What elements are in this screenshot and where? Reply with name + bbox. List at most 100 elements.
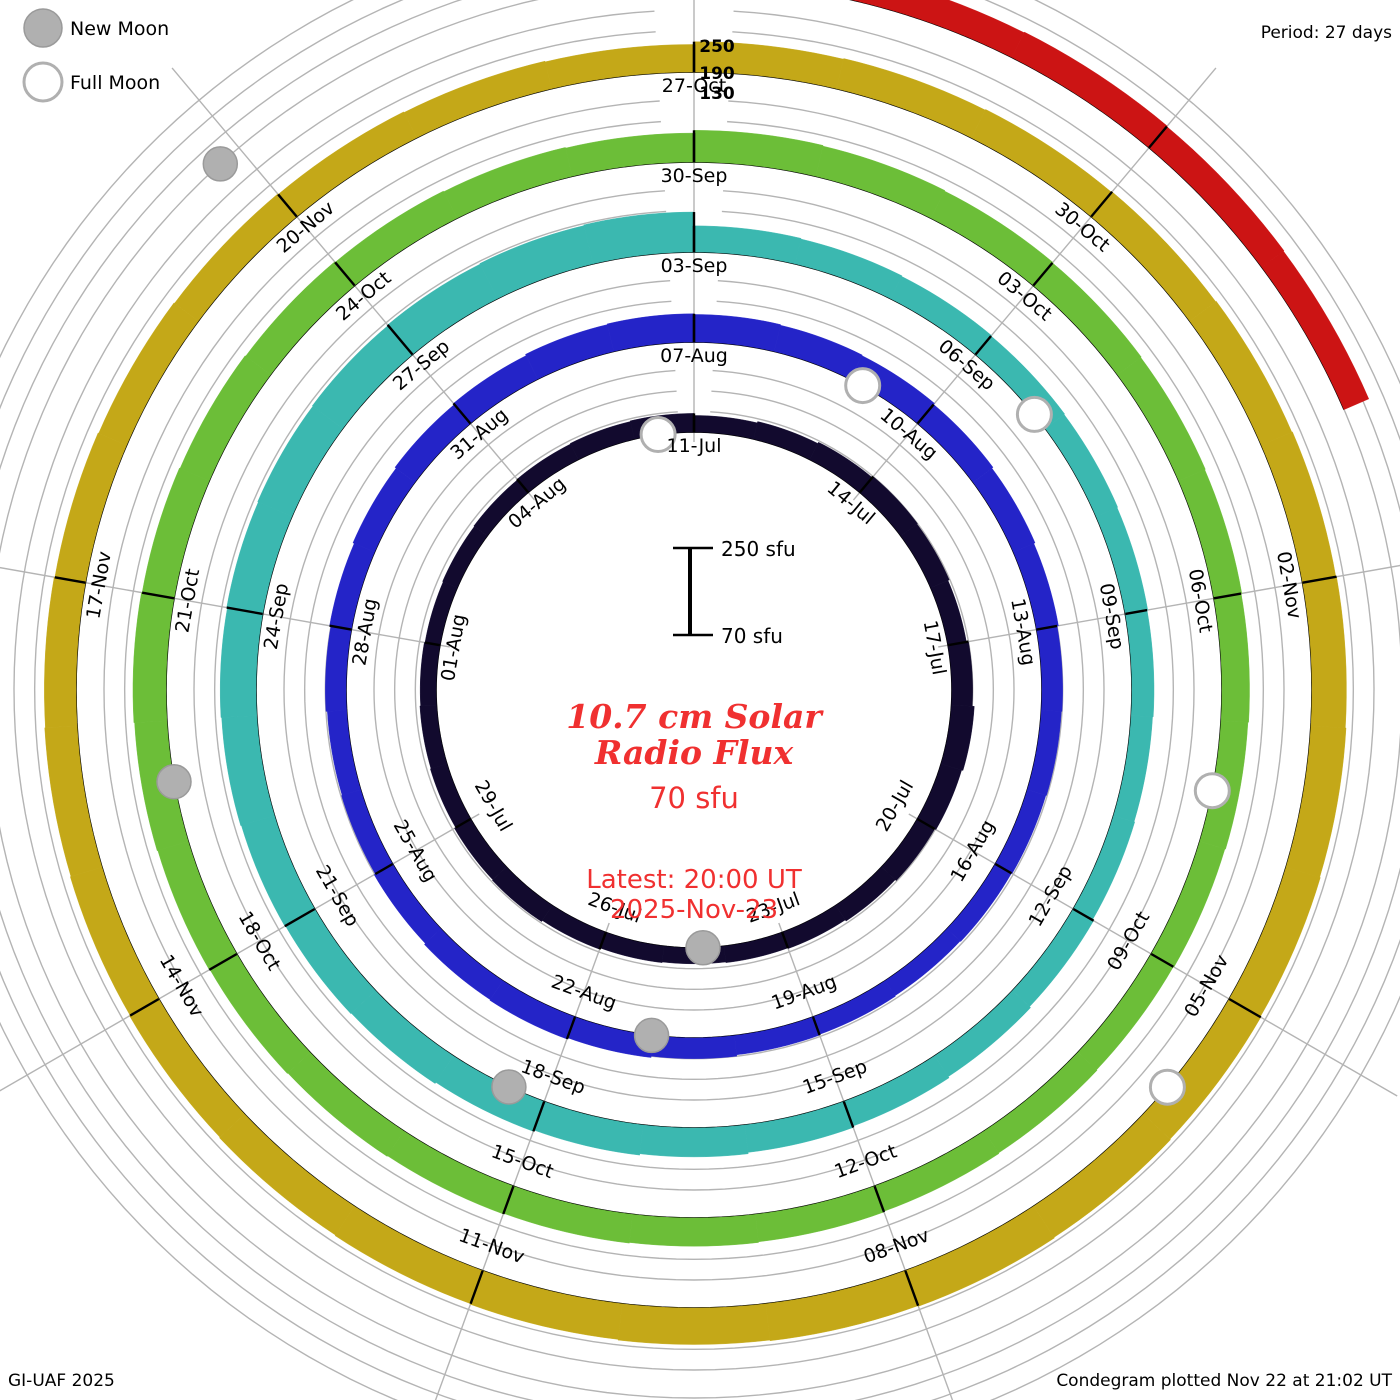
full-moon-marker: [1148, 1068, 1186, 1106]
ring-day-tick: [208, 952, 238, 971]
ring-day-tick: [598, 932, 607, 950]
flux-bar: [1148, 126, 1285, 268]
ring-day-tick: [1125, 608, 1148, 616]
flux-bar: [874, 1130, 1000, 1212]
flux-bar: [503, 1185, 633, 1244]
flux-bar: [1033, 262, 1142, 375]
ring-day-tick: [1036, 624, 1058, 631]
flux-bar: [129, 998, 245, 1138]
full-moon-icon: [22, 61, 64, 103]
page-title-line1: 10.7 cm Solar: [566, 697, 824, 736]
ring-day-tick: [916, 403, 935, 425]
ring-day-tick: [532, 1101, 546, 1132]
ring-day-tick: [386, 324, 414, 356]
flux-bar: [479, 225, 594, 299]
ring-day-tick: [502, 1185, 515, 1215]
flux-bar: [334, 190, 458, 286]
ring-day-tick: [334, 261, 356, 287]
grid-arc: [213, 210, 1175, 1171]
ring-day-tick: [226, 606, 263, 616]
flux-bar: [765, 1270, 919, 1341]
legend: New Moon Full Moon: [22, 8, 169, 103]
grid-arc: [13, 10, 1375, 1371]
flux-bar: [629, 1214, 759, 1247]
ring-day-tick: [858, 475, 875, 494]
grid-arc: [373, 369, 1015, 1011]
new-moon-marker: [633, 1017, 670, 1054]
flux-bar: [489, 980, 576, 1040]
moon-phase-markers-layer: [156, 146, 1231, 1106]
flux-bar: [583, 211, 695, 265]
new-moon-icon: [23, 8, 63, 48]
ring-day-tick: [1228, 997, 1262, 1019]
scale-label-190: 190: [699, 64, 735, 84]
ring-day-tick: [781, 932, 790, 949]
flux-bar: [70, 866, 160, 1016]
flux-bar: [44, 576, 86, 728]
flux-bar: [744, 1101, 854, 1153]
flux-bar: [403, 60, 552, 139]
ring-day-tick: [277, 193, 298, 218]
date-label: 03-Sep: [661, 255, 728, 277]
legend-label-full-moon: Full Moon: [70, 72, 160, 94]
flux-bar: [454, 818, 507, 881]
ring-day-tick: [1090, 191, 1113, 218]
ring-day-tick: [424, 641, 441, 647]
flux-bar: [857, 0, 1025, 58]
flux-bar: [141, 467, 210, 599]
spiral-ring-2nd: [325, 313, 1063, 1059]
ring-day-tick: [1150, 952, 1174, 968]
grid-arc: [193, 190, 1195, 1191]
flux-bar: [1011, 31, 1168, 148]
flux-bar: [327, 710, 361, 796]
date-label: 07-Aug: [660, 345, 728, 367]
grid-arc: [303, 300, 1085, 1081]
flux-bar: [836, 58, 986, 139]
flux-bar: [1213, 593, 1250, 723]
ring-day-tick: [452, 402, 472, 425]
ring-day-tick: [455, 817, 472, 829]
flux-bar: [219, 1113, 355, 1236]
full-moon-marker: [1193, 772, 1231, 810]
flux-bar: [905, 1206, 1055, 1307]
flux-bar: [995, 789, 1047, 874]
date-label: 27-Oct: [662, 75, 726, 97]
legend-label-new-moon: New Moon: [70, 18, 169, 40]
flux-bar: [884, 928, 961, 996]
period-label: Period: 27 days: [1261, 23, 1392, 43]
flux-bar: [1117, 357, 1206, 482]
ring-day-tick: [873, 1185, 886, 1213]
radial-scale-labels: 250 190 130: [699, 37, 735, 104]
flux-bar: [1013, 543, 1059, 630]
date-label: 11-Jul: [666, 435, 721, 457]
flux-bar: [946, 863, 1012, 942]
ring-day-tick: [1302, 575, 1337, 584]
ring-day-tick: [811, 1016, 821, 1036]
flux-bar: [277, 111, 417, 217]
grid-arc: [33, 31, 1355, 1351]
latest-time: Latest: 20:00 UT: [586, 865, 802, 895]
ring-day-tick: [129, 997, 160, 1017]
new-moon-marker: [202, 146, 239, 182]
flux-bar: [693, 314, 781, 352]
scalebar-top-label: 250 sfu: [721, 537, 796, 561]
ring-day-tick: [1072, 907, 1095, 922]
ring-day-tick: [329, 624, 352, 631]
ring-day-tick: [469, 1270, 484, 1305]
flux-bar: [723, 932, 789, 963]
flux-bar: [917, 763, 962, 830]
page-title-line2: Radio Flux: [594, 733, 794, 772]
flux-bar: [98, 302, 199, 446]
new-moon-marker: [685, 930, 721, 966]
flux-bar: [157, 841, 238, 971]
latest-date: 2025-Nov-23: [610, 895, 778, 925]
flux-bar: [639, 1124, 749, 1158]
flux-bar: [794, 238, 903, 299]
flux-bar: [890, 276, 992, 355]
flux-bar: [209, 953, 311, 1074]
ring-day-tick: [516, 478, 530, 494]
flux-bar: [835, 866, 896, 922]
